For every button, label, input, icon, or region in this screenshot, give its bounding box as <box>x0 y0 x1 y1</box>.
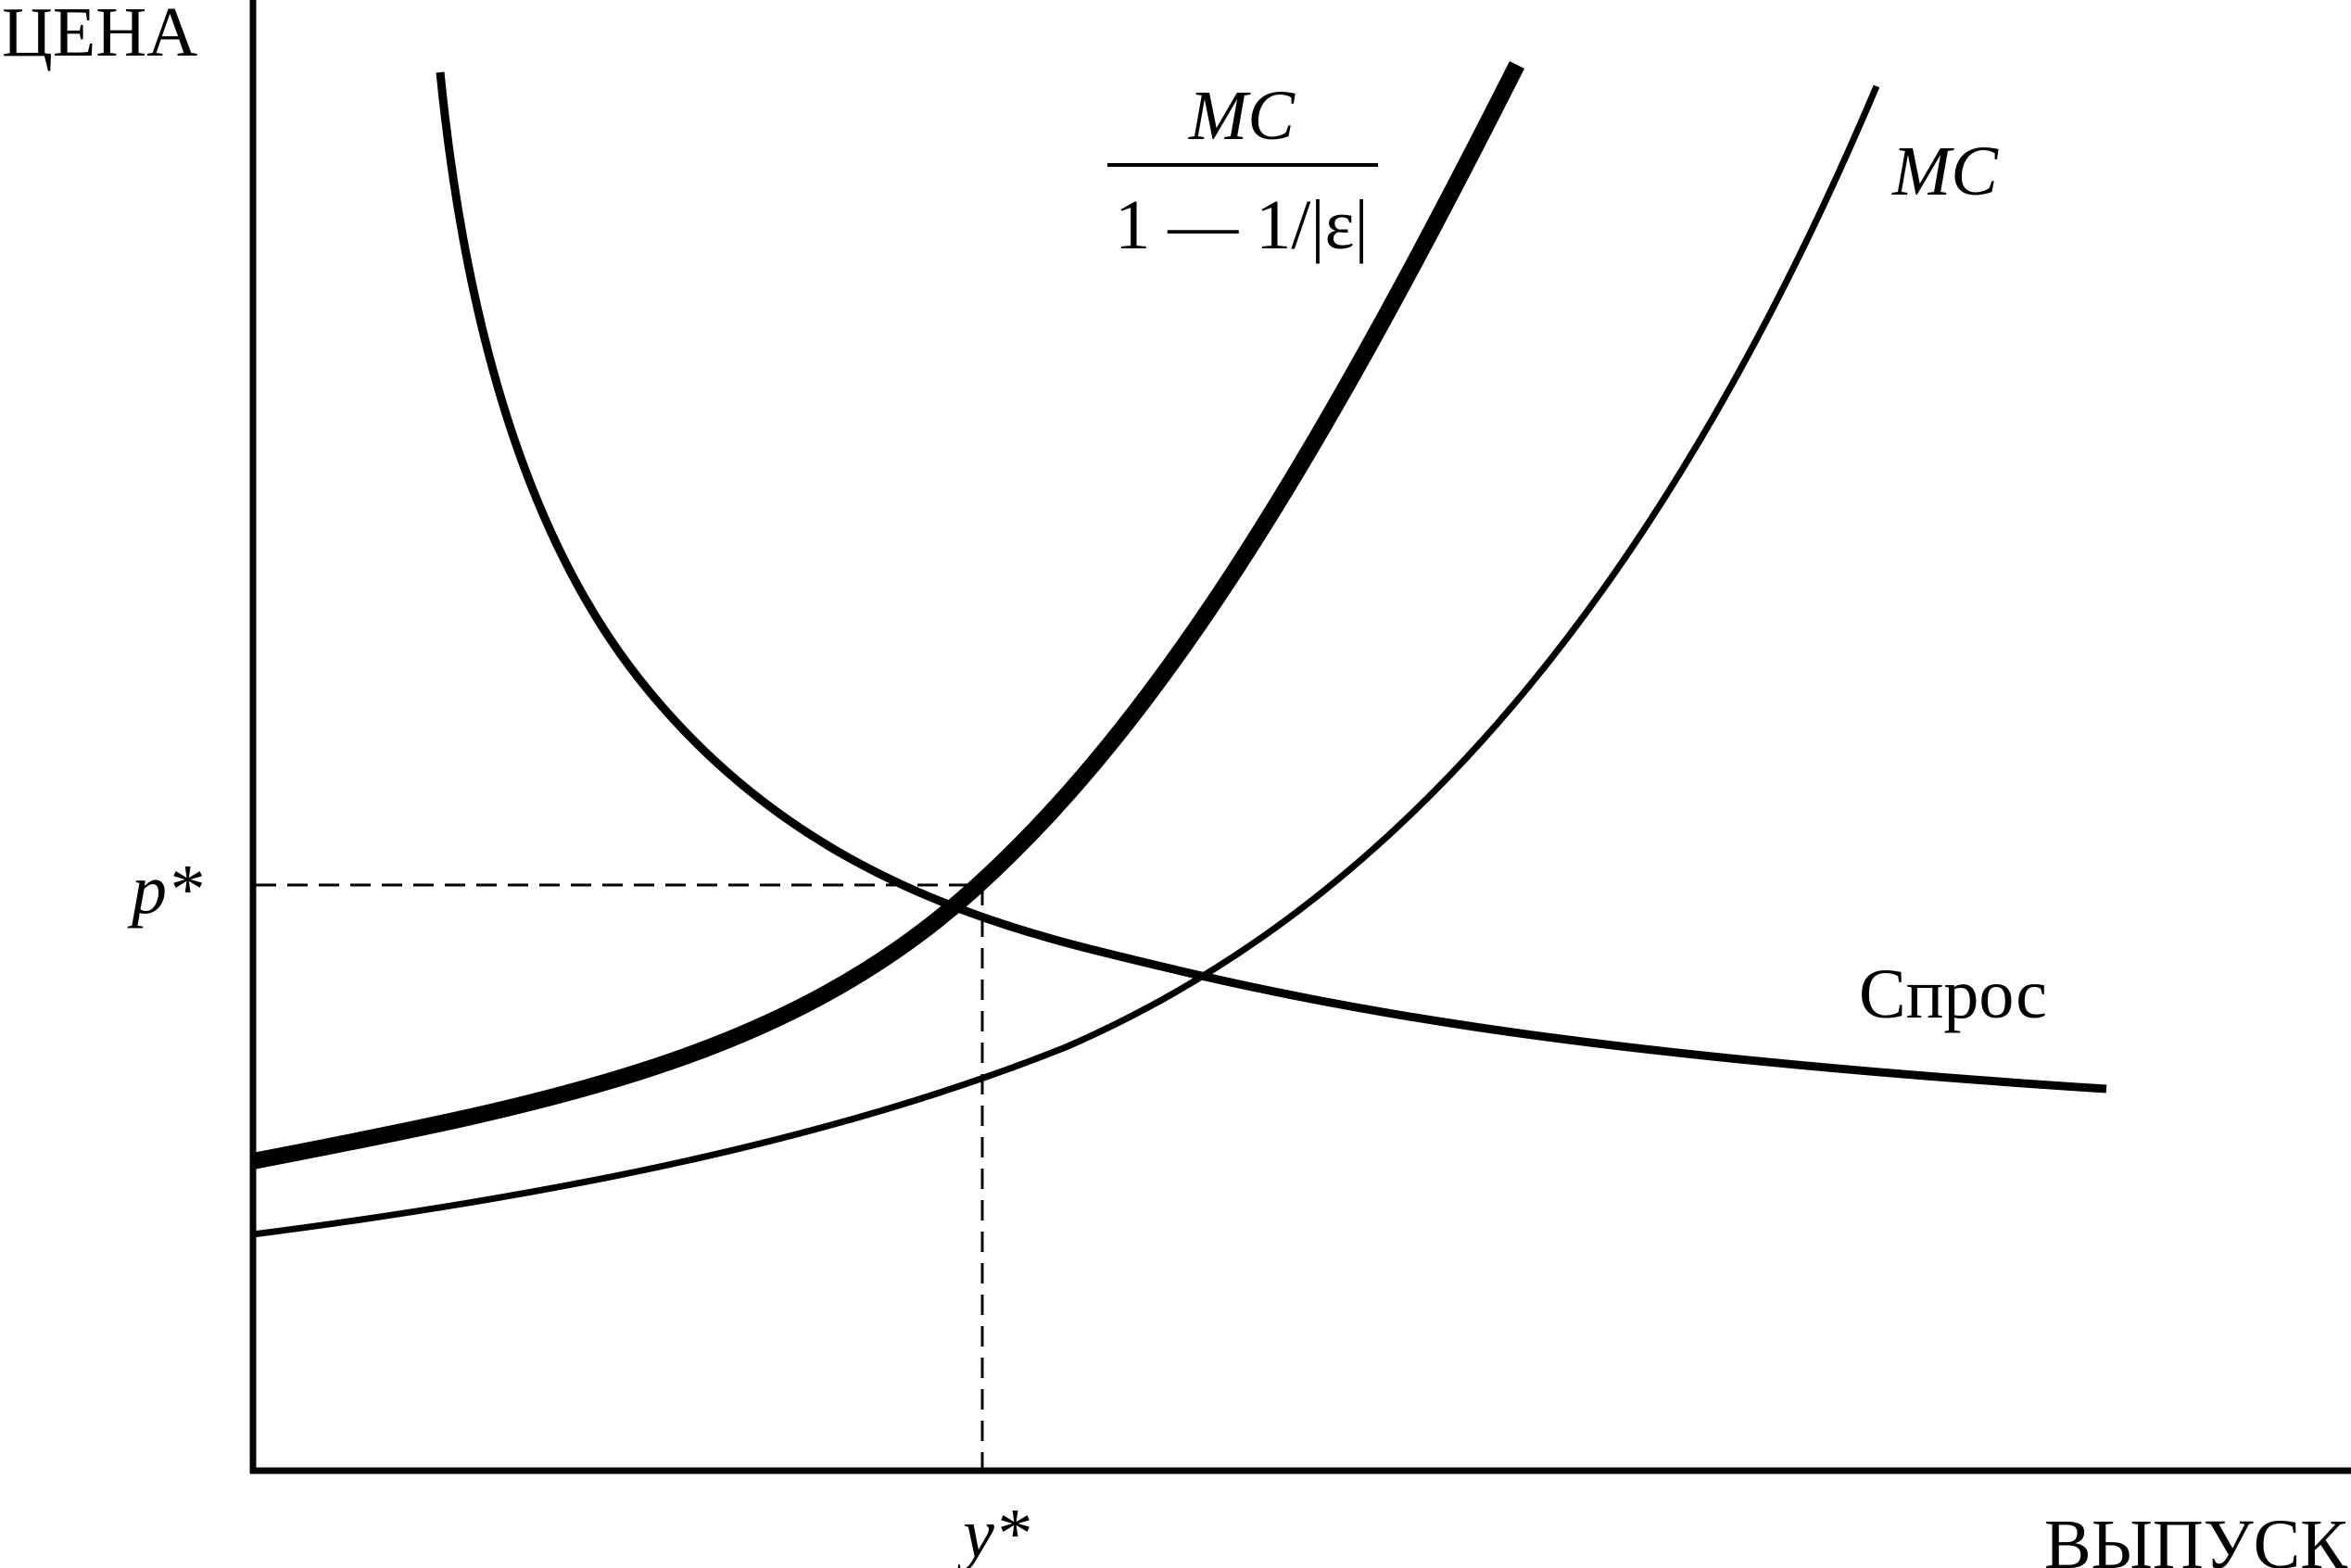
price-equilibrium-label: p* <box>127 851 202 929</box>
markup-curve-label: MC 1 — 1/|ε| <box>1107 77 1378 264</box>
y-axis-label: ЦЕНА <box>2 0 197 71</box>
demand-curve-label: Спрос <box>1859 955 2047 1033</box>
markup-label-numerator: MC <box>1188 77 1296 155</box>
markup-label-denominator: 1 — 1/|ε| <box>1115 186 1368 264</box>
mc-curve-label: MC <box>1891 133 1999 210</box>
demand-curve <box>436 71 2107 1094</box>
x-axis-label: ВЫПУСК <box>2044 1506 2347 1568</box>
quantity-equilibrium-label: y* <box>956 1495 1030 1568</box>
mc-curve <box>252 84 1880 1238</box>
markup-curve <box>251 60 1525 1170</box>
